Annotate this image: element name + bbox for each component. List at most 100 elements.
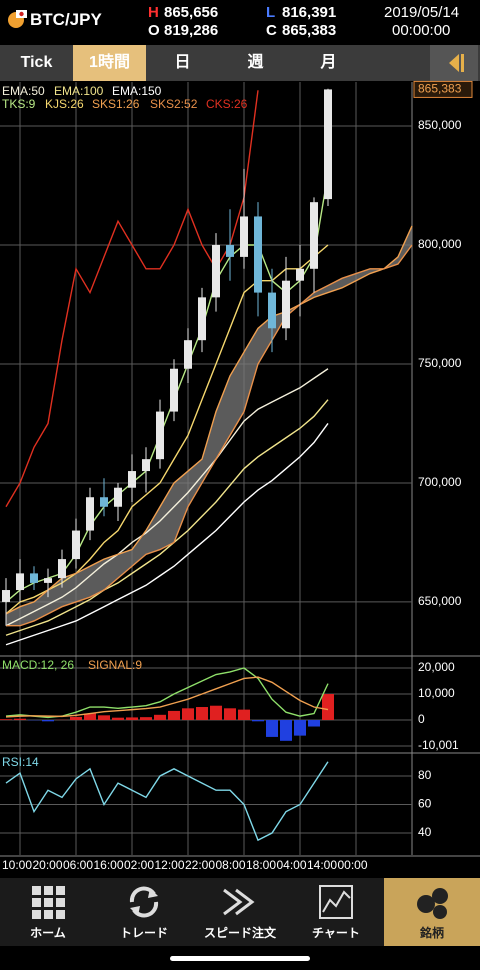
tab[interactable]: 日 xyxy=(174,54,191,71)
y-tick-label: 650,000 xyxy=(418,594,462,608)
macd-bar xyxy=(322,694,334,721)
tab[interactable]: 月 xyxy=(320,54,337,71)
nav-label: スピード注文 xyxy=(203,926,276,940)
candle-body xyxy=(184,340,192,369)
close: 865,383 xyxy=(282,22,337,39)
low: 816,391 xyxy=(282,4,337,21)
high: 865,656 xyxy=(164,4,219,21)
side-toggle[interactable] xyxy=(430,45,478,81)
legend-entry: SKS2:52 xyxy=(150,97,198,111)
price-tag xyxy=(413,80,473,98)
macd-bar xyxy=(210,705,222,721)
candle-body xyxy=(16,573,24,591)
candle-body xyxy=(72,530,80,560)
date: 2019/05/14 xyxy=(384,4,460,21)
legend-entry: RSI:14 xyxy=(2,755,39,769)
nav-label: チャート xyxy=(312,926,360,940)
nav-speed[interactable]: スピード注文 xyxy=(192,878,288,946)
macd-bar xyxy=(266,720,278,737)
x-tick-label: 00:00 xyxy=(338,858,368,872)
candle-body xyxy=(170,368,178,412)
candle-body xyxy=(226,245,234,257)
y-tick-label: 40 xyxy=(418,825,432,839)
nav-label: ホーム xyxy=(30,926,66,940)
macd-bar xyxy=(112,717,124,721)
series-line xyxy=(5,676,329,718)
nav-home[interactable]: ホーム xyxy=(0,878,96,946)
x-tick-label: 16:00 xyxy=(94,858,124,872)
candle-body xyxy=(282,280,290,329)
open: 819,286 xyxy=(164,22,219,39)
series-line xyxy=(5,761,329,842)
macd-bar xyxy=(224,708,236,721)
candle-body xyxy=(2,590,10,602)
legend-entry: MACD:12, 26 xyxy=(2,658,74,672)
candle-body xyxy=(114,487,122,507)
chart: 650,000 700,000 750,000 800,000 850,000 865,3… xyxy=(0,80,480,872)
x-tick-label: 10:00 xyxy=(2,858,32,872)
macd-bar xyxy=(238,709,250,721)
y-tick-label: 80 xyxy=(418,768,432,782)
candle-body xyxy=(198,297,206,341)
nav-chart[interactable]: チャート xyxy=(288,878,384,946)
candle-body xyxy=(44,578,52,583)
y-tick-label: 750,000 xyxy=(418,356,462,370)
macd-bar xyxy=(280,720,292,741)
candle-body xyxy=(324,89,332,200)
macd-bar xyxy=(308,720,320,727)
legend-entry: TKS:9 xyxy=(2,97,36,111)
close-label: C xyxy=(266,22,277,39)
tab[interactable]: Tick xyxy=(20,54,53,71)
home-indicator xyxy=(170,956,310,961)
series-line xyxy=(5,225,413,615)
nav-label: 銘柄 xyxy=(419,926,444,940)
icon xyxy=(417,888,448,919)
candle-body xyxy=(240,216,248,257)
macd-bar xyxy=(14,718,26,721)
macd-bar xyxy=(196,707,208,721)
icon xyxy=(319,885,353,919)
bottom-nav: ホーム トレード スピード注文 チャート 銘柄 xyxy=(0,878,480,946)
macd-bar xyxy=(70,716,82,721)
macd-bar xyxy=(126,717,138,721)
candle-body xyxy=(58,559,66,579)
price-tag-label: 865,383 xyxy=(418,82,462,96)
y-tick-label: 0 xyxy=(418,712,425,726)
series-line xyxy=(5,244,329,615)
series-line xyxy=(5,399,329,636)
candle-body xyxy=(86,497,94,531)
series-line xyxy=(6,244,413,627)
series-line xyxy=(5,423,329,646)
x-tick-label: 04:00 xyxy=(277,858,307,872)
toggle-icon xyxy=(449,54,464,72)
x-tick-label: 08:00 xyxy=(216,858,246,872)
series-line xyxy=(5,368,329,627)
x-tick-label: 14:00 xyxy=(307,858,337,872)
legend-entry: CKS:26 xyxy=(206,97,248,111)
candle-body xyxy=(296,268,304,281)
macd-bar xyxy=(252,720,264,722)
y-tick-label: 800,000 xyxy=(418,237,462,251)
candle-body xyxy=(212,245,220,298)
legend-entry: SIGNAL:9 xyxy=(88,658,142,672)
nav-symbol[interactable]: 銘柄 xyxy=(384,878,480,946)
candle-body xyxy=(268,292,276,329)
low-label: L xyxy=(266,4,276,21)
x-tick-label: 12:00 xyxy=(155,858,185,872)
macd-bar xyxy=(0,719,12,721)
legend-entry: EMA:100 xyxy=(54,84,104,98)
tab[interactable]: 週 xyxy=(247,54,264,71)
x-tick-label: 18:00 xyxy=(246,858,276,872)
candle-body xyxy=(254,216,262,293)
x-tick-label: 22:00 xyxy=(185,858,215,872)
coin-icon xyxy=(8,10,27,28)
tab[interactable]: 1時間 xyxy=(73,45,146,81)
nav-label: トレード xyxy=(119,926,168,940)
macd-bar xyxy=(98,715,110,721)
y-tick-label: -10,001 xyxy=(418,738,459,752)
candle-body xyxy=(156,411,164,460)
macd-bar xyxy=(168,710,180,721)
macd-bar xyxy=(154,714,166,721)
macd-bar xyxy=(182,708,194,721)
nav-trade[interactable]: トレード xyxy=(96,878,192,946)
